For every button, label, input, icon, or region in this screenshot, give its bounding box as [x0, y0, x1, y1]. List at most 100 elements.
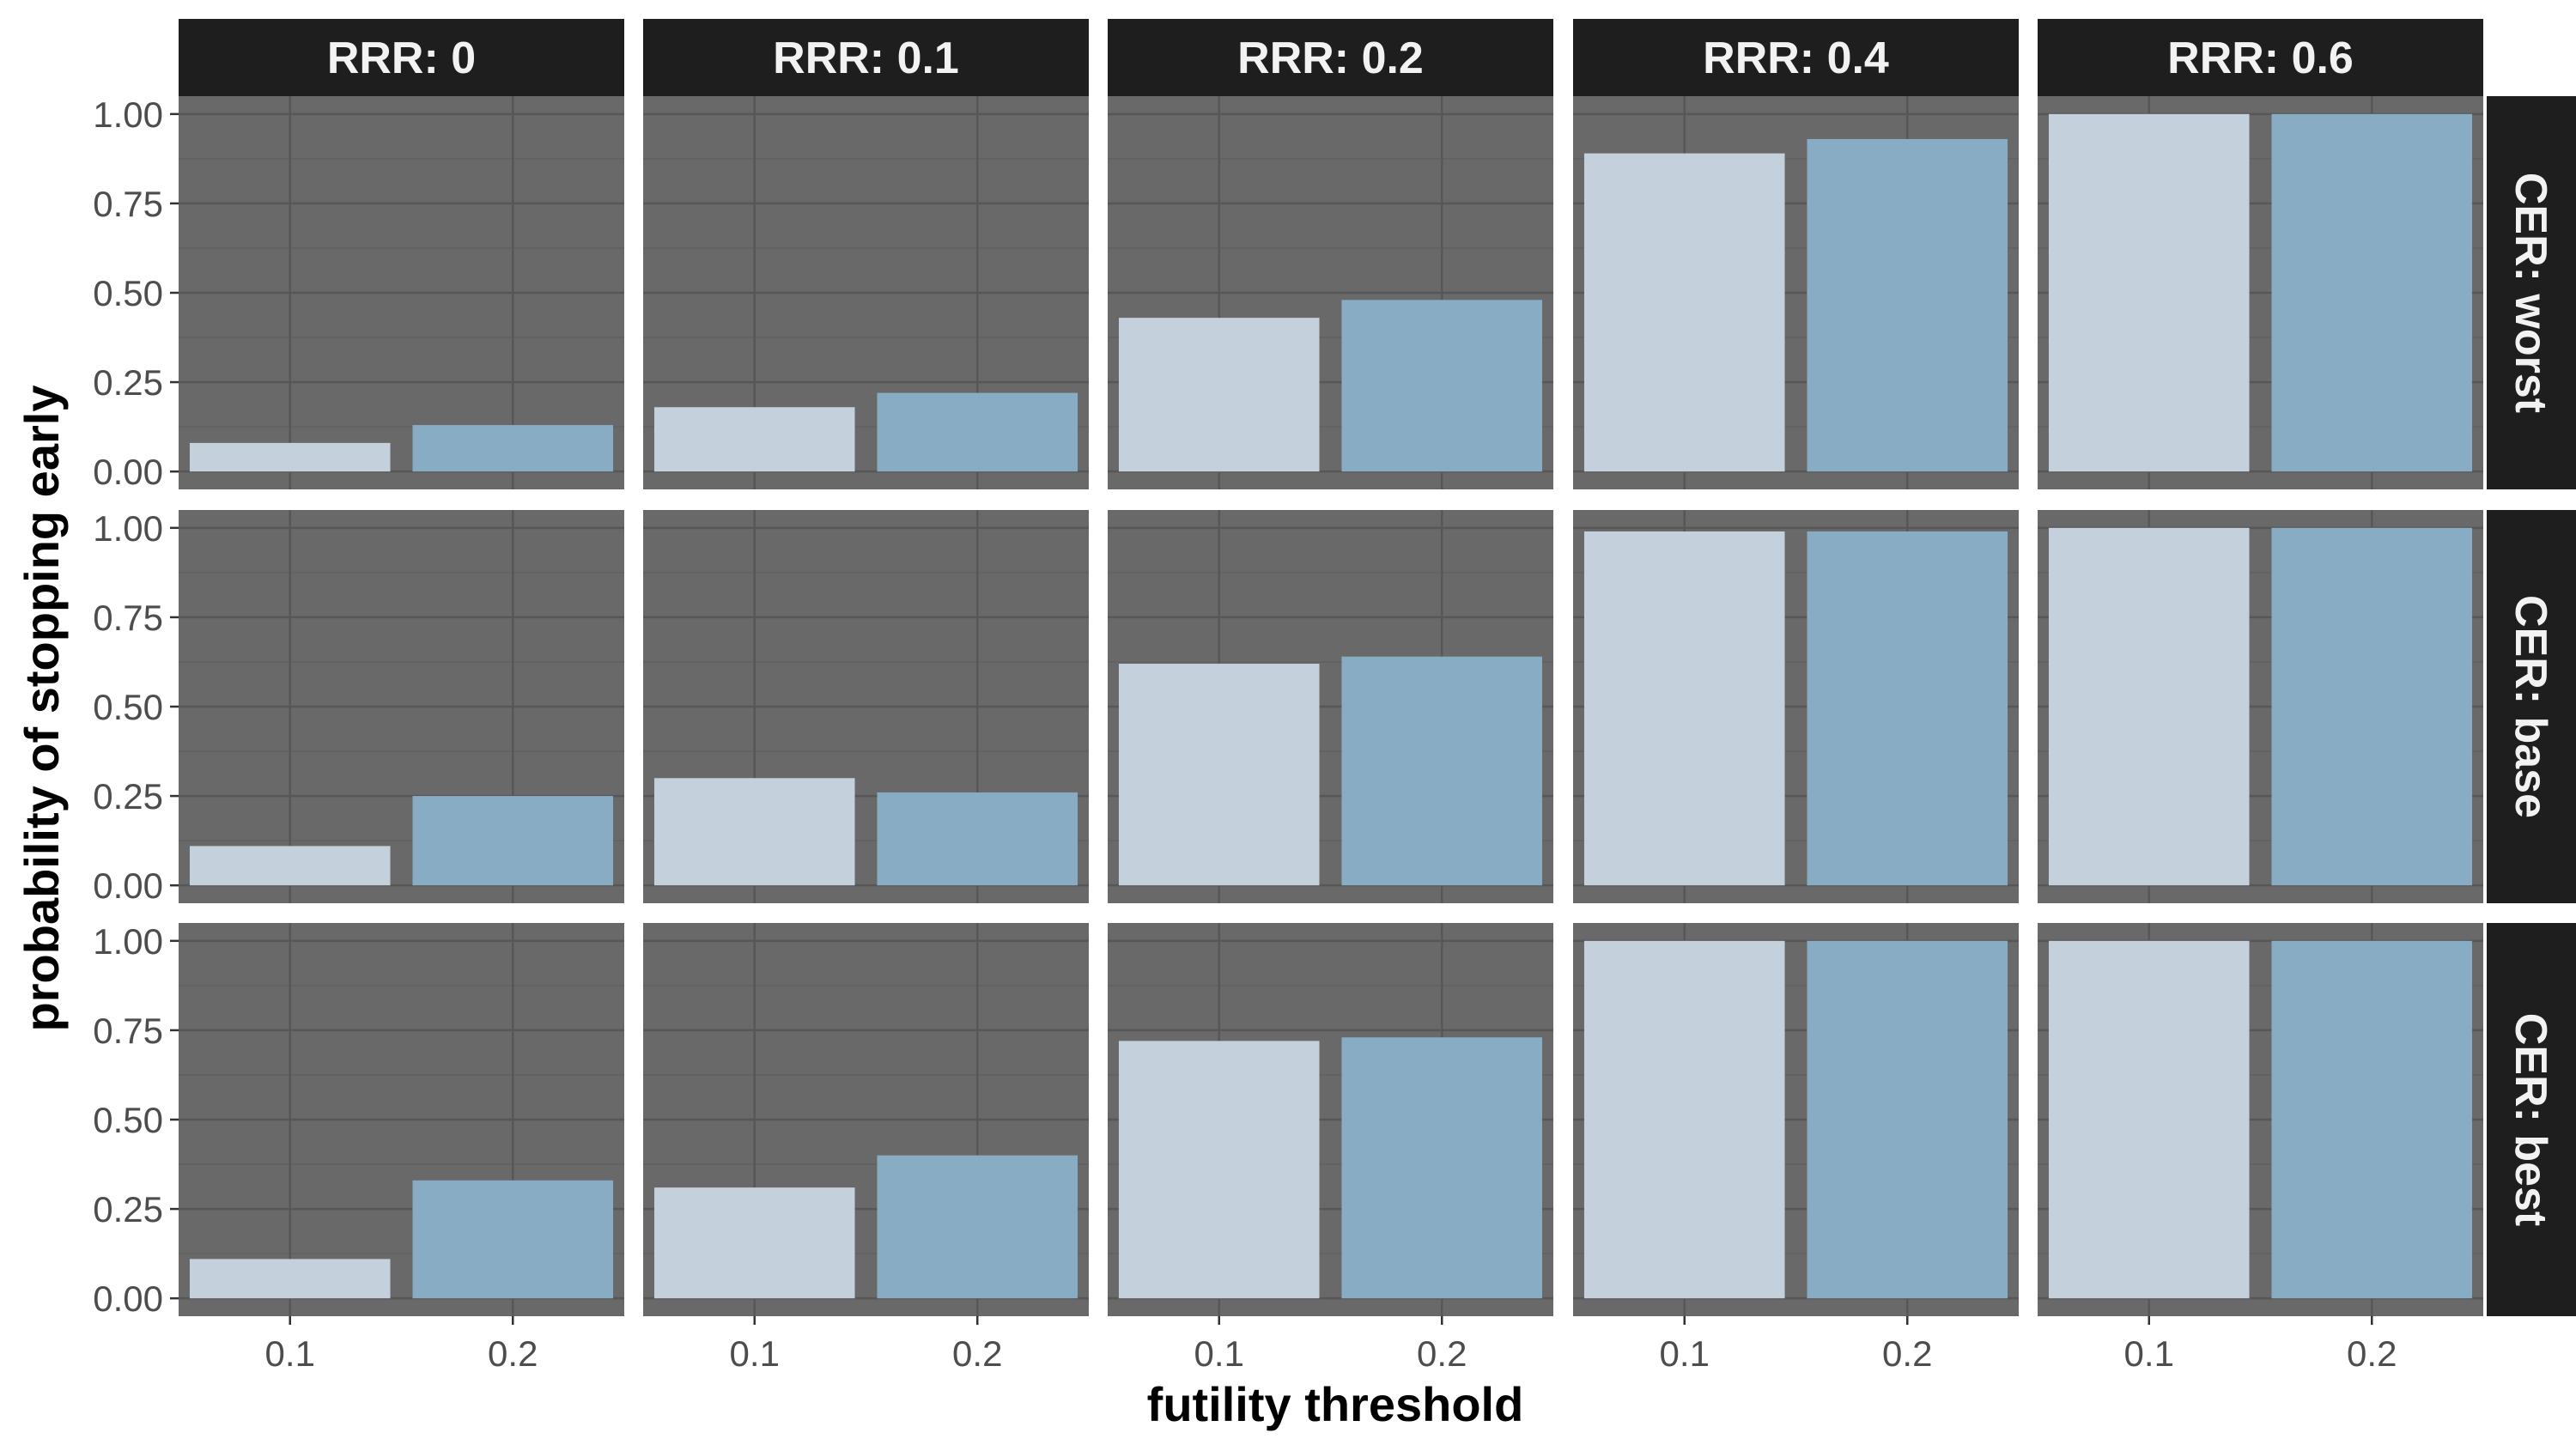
- x-tick-label: 0.2: [952, 1333, 1002, 1374]
- column-strip-label: RRR: 0.1: [773, 33, 959, 83]
- bar: [877, 792, 1078, 886]
- bar: [412, 425, 614, 472]
- y-tick-label: 0.25: [93, 776, 163, 817]
- row-strip-background: [2487, 923, 2576, 1316]
- x-axes: 0.1 0.2 0.1 0.2 0.1 0.2 0.1 0.2 0.1 0.2: [265, 1316, 2397, 1374]
- bar: [2271, 940, 2473, 1299]
- bar: [653, 407, 855, 472]
- y-tick-label: 1.00: [93, 508, 163, 549]
- bar: [1583, 531, 1785, 886]
- y-axis-title: probability of stopping early: [15, 386, 69, 1032]
- row-strips: CER: worst CER: base CER: best: [2487, 96, 2576, 1316]
- facet-panel: [2038, 96, 2483, 489]
- facet-panel: [1108, 510, 1553, 903]
- y-tick-label: 0.75: [93, 184, 163, 224]
- bar: [189, 846, 391, 886]
- bar: [1583, 153, 1785, 472]
- row-strip-label: CER: base: [2506, 595, 2555, 818]
- bar: [1118, 318, 1320, 472]
- row-strip: CER: base: [2487, 510, 2576, 903]
- facet-panel: [1573, 923, 2019, 1316]
- row-strip: CER: worst: [2487, 96, 2576, 489]
- bar: [2271, 113, 2473, 472]
- x-axis-title: futility threshold: [1147, 1377, 1524, 1431]
- column-strip: RRR: 0: [179, 19, 624, 96]
- bar: [653, 1187, 855, 1299]
- facet-panel: [643, 96, 1089, 489]
- row-strip: CER: best: [2487, 923, 2576, 1316]
- facet-panel: [1573, 510, 2019, 903]
- x-tick-label: 0.1: [730, 1333, 780, 1374]
- y-tick-label: 0.75: [93, 598, 163, 638]
- facet-panel: [643, 923, 1089, 1316]
- column-strip-background: [179, 19, 624, 96]
- column-strip-background: [2038, 19, 2483, 96]
- facet-panel: [643, 510, 1089, 903]
- facet-panel: [2038, 923, 2483, 1316]
- bar: [1341, 300, 1543, 472]
- bar: [2048, 940, 2250, 1299]
- x-tick-label: 0.1: [2124, 1333, 2174, 1374]
- bar: [412, 1180, 614, 1299]
- bar: [1118, 1041, 1320, 1299]
- x-tick-label: 0.1: [265, 1333, 315, 1374]
- x-tick-label: 0.1: [1194, 1333, 1244, 1374]
- column-strip-background: [643, 19, 1089, 96]
- y-tick-label: 0.25: [93, 1189, 163, 1229]
- bar: [1583, 940, 1785, 1299]
- bar: [877, 392, 1078, 472]
- y-tick-label: 0.00: [93, 1278, 163, 1319]
- facet-panel: [179, 923, 624, 1316]
- x-tick-label: 0.2: [488, 1333, 538, 1374]
- column-strip: RRR: 0.2: [1108, 19, 1553, 96]
- bar: [1807, 531, 2008, 886]
- column-strip-label: RRR: 0.2: [1237, 33, 1424, 83]
- column-strip: RRR: 0.4: [1573, 19, 2019, 96]
- column-strip-label: RRR: 0.6: [2167, 33, 2354, 83]
- bar: [1341, 656, 1543, 886]
- column-strip: RRR: 0.1: [643, 19, 1089, 96]
- x-tick-label: 0.2: [1417, 1333, 1467, 1374]
- bar: [189, 1259, 391, 1299]
- y-tick-label: 0.25: [93, 362, 163, 403]
- row-strip-background: [2487, 96, 2576, 489]
- y-tick-label: 1.00: [93, 94, 163, 135]
- bar: [653, 778, 855, 886]
- facet-panel: [1108, 923, 1553, 1316]
- x-tick-label: 0.2: [2347, 1333, 2397, 1374]
- x-tick-label: 0.2: [1882, 1333, 1932, 1374]
- facet-panel: [1573, 96, 2019, 489]
- y-tick-label: 0.75: [93, 1011, 163, 1051]
- bar: [877, 1155, 1078, 1299]
- bar: [412, 796, 614, 886]
- column-strip-background: [1108, 19, 1553, 96]
- y-tick-label: 1.00: [93, 921, 163, 962]
- y-axes: 0.00 0.25 0.50 0.75 1.00 0.00 0.25 0.50 0.75 1.00…: [93, 94, 179, 1319]
- x-tick-label: 0.1: [1660, 1333, 1710, 1374]
- bar: [1118, 664, 1320, 886]
- facet-panel: [179, 96, 624, 489]
- bar: [2271, 527, 2473, 886]
- y-tick-label: 0.00: [93, 865, 163, 906]
- facet-panel: [1108, 96, 1553, 489]
- y-tick-label: 0.50: [93, 1100, 163, 1140]
- bar: [1807, 940, 2008, 1299]
- bar: [1341, 1037, 1543, 1299]
- row-strip-label: CER: worst: [2506, 173, 2555, 413]
- bar: [2048, 527, 2250, 886]
- bar: [1807, 138, 2008, 472]
- column-strip: RRR: 0.6: [2038, 19, 2483, 96]
- column-strip-background: [1573, 19, 2019, 96]
- bar: [189, 442, 391, 472]
- bar: [2048, 113, 2250, 472]
- facet-panel: [2038, 510, 2483, 903]
- facet-panel: [179, 510, 624, 903]
- column-strips: RRR: 0 RRR: 0.1 RRR: 0.2 RRR: 0.4 RRR: 0.6: [179, 19, 2483, 96]
- row-strip-background: [2487, 510, 2576, 903]
- column-strip-label: RRR: 0: [327, 33, 476, 83]
- y-tick-label: 0.50: [93, 273, 163, 313]
- facet-panels: [179, 96, 2483, 1316]
- column-strip-label: RRR: 0.4: [1703, 33, 1889, 83]
- y-tick-label: 0.00: [93, 452, 163, 492]
